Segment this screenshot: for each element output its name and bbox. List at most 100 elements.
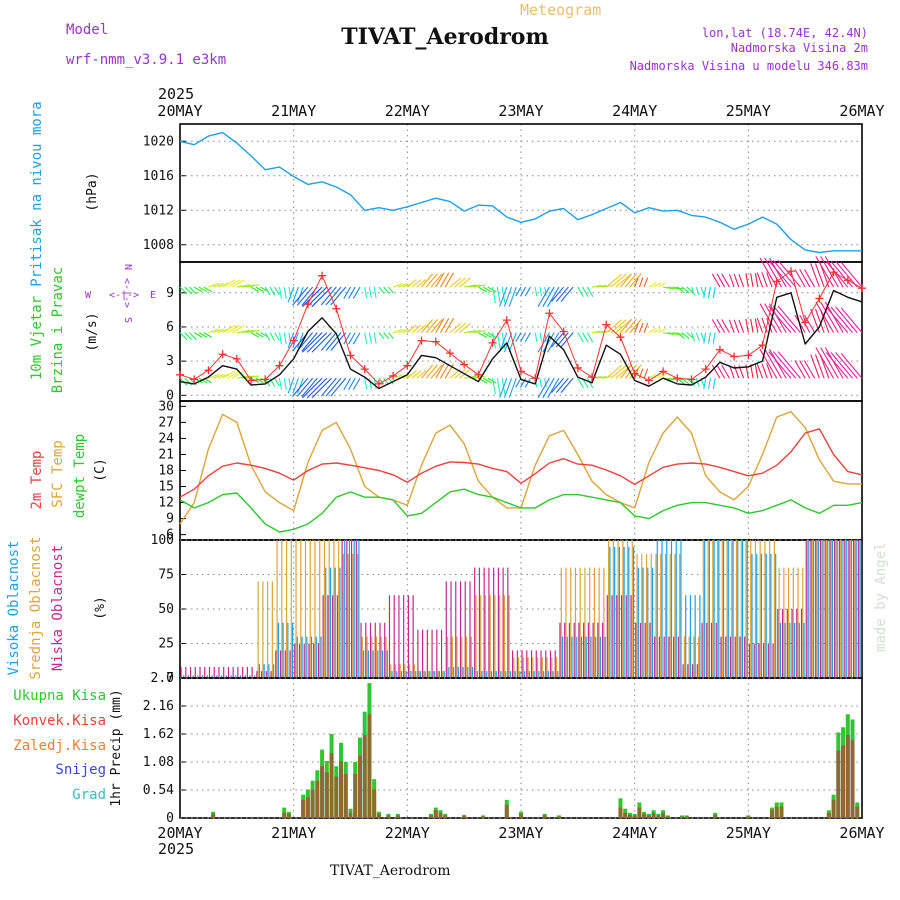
wind-arrow	[824, 301, 844, 333]
wind-arrow	[383, 332, 390, 340]
wind-arrow	[601, 376, 611, 379]
wind-arrow	[577, 286, 584, 297]
wind-arrow	[425, 319, 438, 333]
wind-arrow	[745, 318, 749, 333]
wind-arrow	[676, 286, 685, 294]
x-tick-label: 26MAY	[839, 824, 884, 842]
wind-arrow	[421, 273, 434, 288]
wind-arrow	[667, 332, 679, 336]
wind-arrow	[246, 284, 260, 288]
wind-arrow	[814, 263, 825, 288]
y-tick-label: 0.54	[143, 783, 174, 798]
wind-arrow	[629, 318, 642, 333]
wind-arrow	[468, 330, 481, 334]
panel-frame	[179, 261, 863, 402]
y-tick-label: 1008	[143, 238, 174, 253]
wind-arrow	[840, 262, 863, 288]
wind-arrow	[449, 277, 462, 288]
wind-arrow	[430, 364, 443, 379]
wind-arrow	[643, 277, 649, 288]
wind-arrow	[721, 273, 730, 288]
wind-arrow	[695, 286, 700, 296]
wind-arrow	[716, 273, 726, 288]
wind-arrow	[703, 286, 707, 299]
wind-arrow	[487, 332, 497, 339]
wind-arrow	[624, 273, 637, 288]
gust-marker	[318, 271, 327, 280]
y-tick-label: 1.62	[143, 727, 174, 742]
x-tick-label: 20MAY	[157, 824, 202, 842]
wind-arrow	[662, 286, 674, 290]
gust-marker	[502, 316, 511, 325]
wind-arrow	[212, 328, 224, 334]
gust-marker	[843, 276, 852, 285]
wind-arrow	[658, 282, 667, 288]
wind-arrow	[301, 332, 318, 352]
precip-conv-bar	[855, 806, 860, 818]
wind-arrow	[198, 332, 208, 338]
wind-arrow	[478, 332, 488, 339]
wind-arrow	[777, 305, 801, 333]
wind-arrow	[343, 332, 351, 345]
precip-conv-bar	[713, 814, 718, 818]
wind-arrow	[208, 282, 220, 288]
precip-conv-bar	[836, 750, 841, 818]
x-tick-label: 21MAY	[271, 824, 316, 842]
precip-conv-bar	[618, 807, 623, 818]
wind-arrow	[306, 377, 328, 399]
wind-arrow	[686, 286, 695, 294]
wind-arrow	[227, 370, 241, 379]
gust-marker	[673, 374, 682, 383]
wind-arrow	[761, 363, 768, 379]
wind-arrow	[278, 378, 283, 390]
wind-arrow	[643, 322, 649, 333]
wind-arrow	[605, 273, 622, 288]
wind-arrow	[703, 332, 707, 344]
wind-arrow	[534, 332, 538, 342]
wind-arrow	[212, 282, 224, 288]
gust-marker	[659, 367, 668, 376]
wind-arrow	[676, 377, 685, 385]
wind-arrow	[416, 370, 427, 379]
wind-arrow	[700, 286, 705, 296]
gust-marker	[360, 365, 369, 374]
wind-arrow	[459, 323, 471, 334]
wind-arrow	[591, 284, 602, 288]
wind-arrow	[610, 364, 627, 379]
compass-arrows-h: <-|->	[109, 290, 139, 301]
wind-arrow	[236, 329, 251, 334]
gust-marker	[758, 341, 767, 350]
wind-arrow	[255, 377, 264, 384]
precip-conv-bar	[646, 815, 651, 818]
wind-arrow	[320, 286, 337, 306]
wind-arrow	[766, 272, 773, 288]
wind-arrow	[473, 375, 486, 379]
gust-marker	[858, 284, 866, 293]
wind-arrow	[768, 303, 787, 333]
wind-arrow	[820, 301, 839, 333]
wind-arrow	[768, 260, 792, 288]
wind-arrow	[473, 284, 486, 288]
wind-arrow	[542, 332, 555, 353]
wind-arrow	[392, 328, 403, 334]
wind-arrow	[605, 364, 622, 379]
wind-arrow	[615, 364, 632, 379]
precip-conv-bar	[443, 815, 448, 818]
wind-arrow	[231, 325, 245, 334]
pressure-unit: (hPa)	[85, 172, 100, 211]
wind-arrow	[695, 332, 700, 342]
wind-arrow	[537, 286, 550, 307]
wind-arrow	[610, 273, 627, 288]
gust-marker	[247, 376, 256, 385]
wind-arrow	[482, 286, 492, 293]
gust-marker	[829, 268, 838, 277]
precip-conv-bar	[301, 799, 306, 818]
precip-conv-bar	[320, 766, 325, 818]
wind-arrow	[416, 324, 427, 334]
wind-arrow	[551, 377, 565, 393]
precip-panel: Ukupna Kisa Konvek.Kisa Zaledj.Kisa Snij…	[13, 671, 863, 826]
wind-arrow	[721, 364, 730, 379]
wind-arrow	[695, 378, 700, 387]
wind-arrow	[524, 332, 531, 342]
